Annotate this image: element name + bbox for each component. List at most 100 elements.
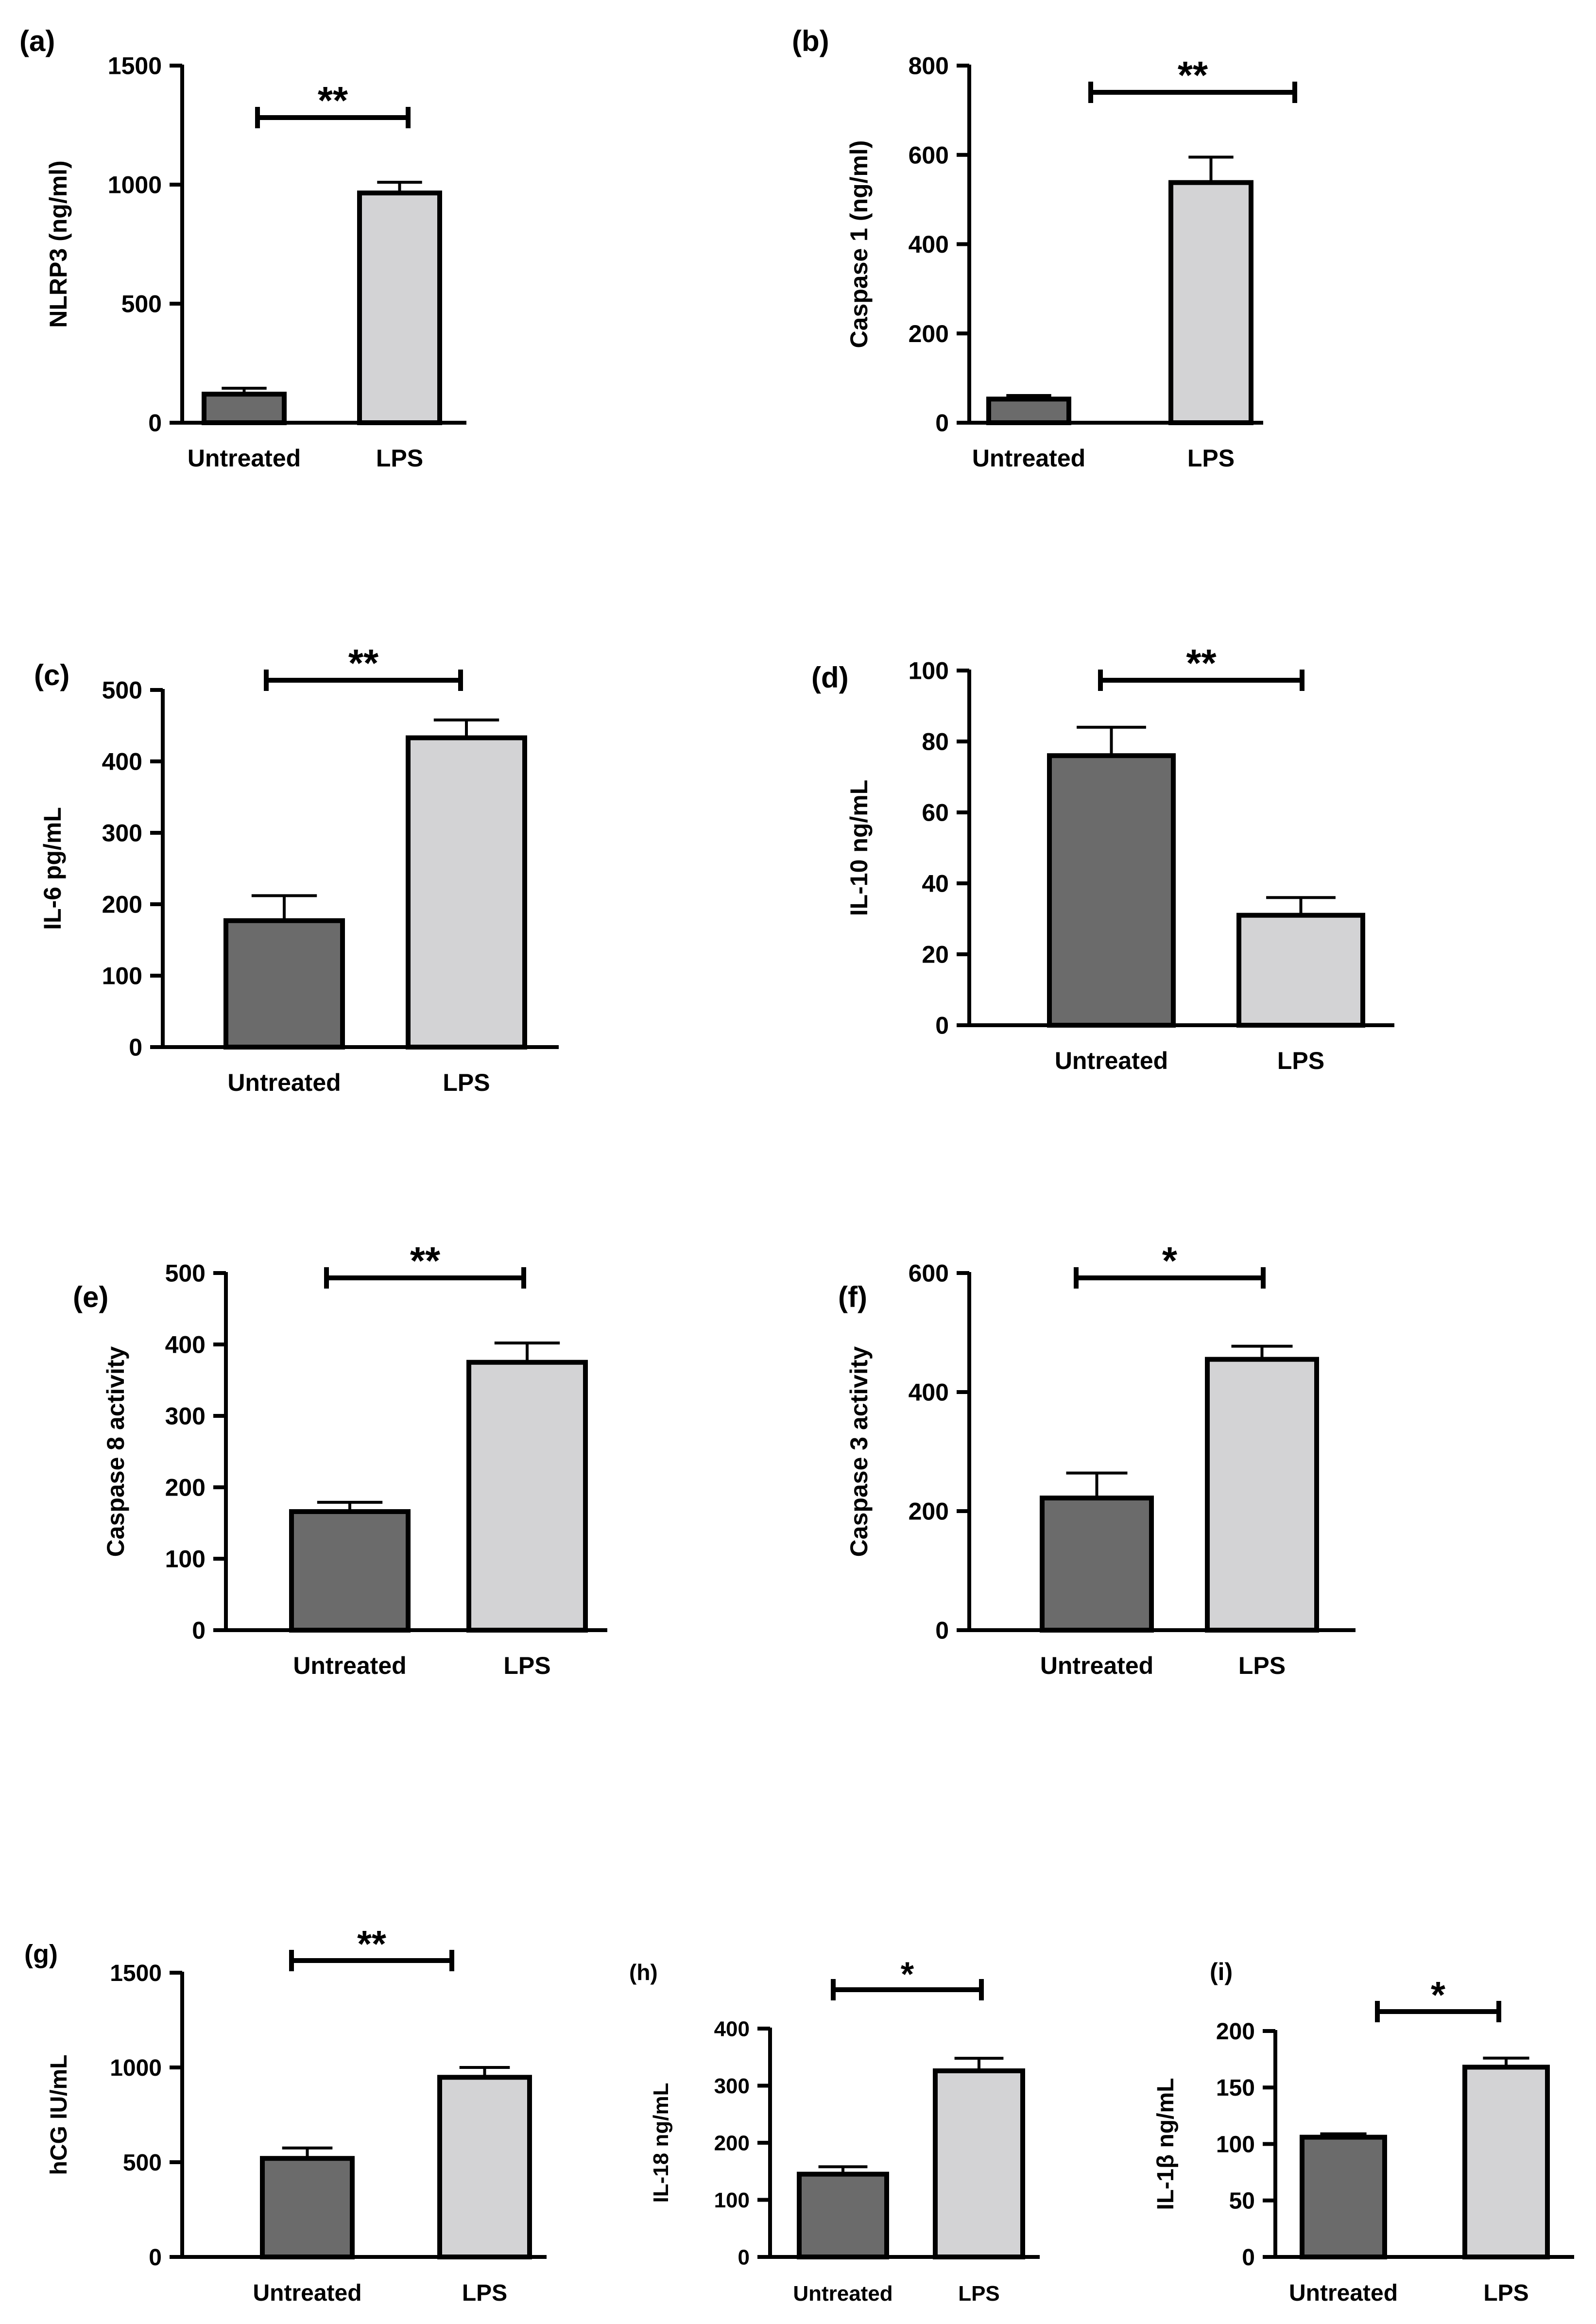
chart-panel-g: (g) 0 500 1000 1500 hCG IU/mL Untreated LPS ** bbox=[24, 1923, 547, 2306]
significance-marker: * bbox=[1431, 1974, 1445, 2016]
bar-untreated bbox=[1047, 753, 1176, 1028]
x-category-label: LPS bbox=[503, 1652, 550, 1679]
y-tick-label: 0 bbox=[935, 410, 949, 437]
y-axis-label: Caspase 3 activity bbox=[845, 1346, 873, 1557]
significance-marker: ** bbox=[357, 1923, 386, 1965]
bar-untreated bbox=[797, 2171, 889, 2259]
y-tick-label: 0 bbox=[1242, 2245, 1255, 2271]
x-category-label: Untreated bbox=[793, 2282, 892, 2306]
x-category-label: Untreated bbox=[1055, 1047, 1168, 1074]
y-tick-label: 20 bbox=[922, 941, 949, 968]
y-tick-label: 100 bbox=[165, 1546, 206, 1573]
bar-lps bbox=[1236, 912, 1365, 1028]
bar-lps bbox=[1168, 180, 1253, 425]
y-tick-label: 400 bbox=[102, 748, 142, 775]
y-tick-label: 50 bbox=[1229, 2188, 1255, 2214]
y-axis-label: Caspase 8 activity bbox=[102, 1346, 129, 1557]
chart-panel-d: (d) 0 20 40 60 80 100 IL-10 ng/mL Untreated LPS ** bbox=[811, 641, 1394, 1074]
bar-untreated bbox=[1040, 1496, 1154, 1633]
y-axis-label: IL-6 pg/mL bbox=[39, 807, 66, 930]
bar-lps bbox=[437, 2075, 532, 2259]
x-category-label: Untreated bbox=[188, 445, 301, 472]
panel-label: (e) bbox=[73, 1281, 108, 1313]
y-tick-label: 100 bbox=[909, 657, 949, 685]
significance-marker: ** bbox=[348, 641, 379, 685]
y-tick-label: 400 bbox=[714, 2017, 750, 2041]
bar-untreated bbox=[1300, 2135, 1387, 2259]
x-category-label: Untreated bbox=[1289, 2280, 1398, 2306]
chart-panel-i: (i) 0 50 100 150 200 IL-1β ng/mL Untreated LPS * bbox=[1153, 1958, 1574, 2306]
chart-panel-e: (e) 0 100 200 300 400 500 Caspase 8 activity Unt… bbox=[73, 1239, 607, 1679]
y-tick-label: 0 bbox=[192, 1617, 206, 1644]
x-category-label: LPS bbox=[1238, 1652, 1286, 1679]
bar-lps bbox=[933, 2068, 1025, 2260]
chart-panel-c: (c) 0 100 200 300 400 500 IL-6 pg/mL Untreated LP… bbox=[34, 641, 559, 1096]
chart-panel-b: (b) 0 200 400 600 800 Caspase 1 (ng/ml) Untreat… bbox=[792, 25, 1297, 472]
y-tick-label: 500 bbox=[121, 291, 162, 318]
y-tick-label: 200 bbox=[909, 1498, 949, 1525]
y-tick-label: 0 bbox=[148, 410, 162, 437]
y-axis-label: Caspase 1 (ng/ml) bbox=[845, 140, 873, 348]
y-tick-label: 0 bbox=[149, 2245, 162, 2271]
y-tick-label: 60 bbox=[922, 799, 949, 826]
y-tick-label: 400 bbox=[165, 1331, 206, 1359]
bar-lps bbox=[357, 190, 442, 425]
x-category-label: Untreated bbox=[1040, 1652, 1153, 1679]
y-tick-label: 500 bbox=[102, 677, 142, 704]
x-category-label: Untreated bbox=[253, 2280, 361, 2306]
x-category-label: LPS bbox=[376, 445, 423, 472]
y-tick-label: 1000 bbox=[110, 2055, 162, 2081]
y-tick-label: 0 bbox=[129, 1034, 142, 1061]
y-tick-label: 600 bbox=[909, 141, 949, 169]
panel-label: (g) bbox=[24, 1940, 58, 1969]
significance-marker: ** bbox=[1178, 53, 1208, 97]
y-axis-label: NLRP3 (ng/ml) bbox=[45, 160, 72, 327]
bar-lps bbox=[1462, 2065, 1550, 2259]
y-tick-label: 400 bbox=[909, 1379, 949, 1406]
panel-label: (c) bbox=[34, 659, 69, 691]
y-tick-label: 300 bbox=[714, 2074, 750, 2098]
y-tick-label: 0 bbox=[738, 2245, 750, 2269]
y-tick-label: 300 bbox=[102, 820, 142, 847]
panel-label: (h) bbox=[629, 1960, 658, 1985]
y-tick-label: 500 bbox=[165, 1260, 206, 1287]
chart-panel-a: (a) 0 500 1000 1500 NLRP3 (ng/ml) Untreated LPS… bbox=[19, 25, 466, 472]
x-category-label: LPS bbox=[443, 1069, 490, 1096]
significance-marker: ** bbox=[318, 79, 348, 122]
y-axis-label: IL-10 ng/mL bbox=[845, 780, 873, 916]
x-category-label: Untreated bbox=[227, 1069, 341, 1096]
panel-label: (b) bbox=[792, 25, 829, 57]
y-tick-label: 200 bbox=[165, 1474, 206, 1501]
x-category-label: LPS bbox=[958, 2282, 1000, 2306]
x-category-label: LPS bbox=[1483, 2280, 1528, 2306]
y-axis-label: IL-18 ng/mL bbox=[649, 2083, 673, 2203]
y-axis-label: hCG IU/mL bbox=[46, 2055, 72, 2175]
y-tick-label: 1000 bbox=[108, 172, 162, 199]
y-tick-label: 200 bbox=[714, 2131, 750, 2155]
bar-untreated bbox=[202, 392, 287, 426]
y-tick-label: 150 bbox=[1216, 2075, 1255, 2101]
y-tick-label: 100 bbox=[102, 963, 142, 990]
y-tick-label: 1500 bbox=[108, 52, 162, 80]
significance-marker: ** bbox=[1186, 641, 1217, 685]
x-category-label: Untreated bbox=[293, 1652, 406, 1679]
bar-lps bbox=[1205, 1357, 1319, 1633]
y-tick-label: 80 bbox=[922, 728, 949, 756]
y-tick-label: 1500 bbox=[110, 1961, 162, 1986]
y-tick-label: 600 bbox=[909, 1260, 949, 1287]
chart-panel-h: (h) 0 100 200 300 400 IL-18 ng/mL Untreated LPS * bbox=[629, 1955, 1040, 2306]
x-category-label: Untreated bbox=[972, 445, 1085, 472]
y-tick-label: 100 bbox=[1216, 2132, 1255, 2157]
y-tick-label: 0 bbox=[935, 1012, 949, 1039]
y-tick-label: 200 bbox=[102, 891, 142, 918]
bar-lps bbox=[466, 1360, 588, 1633]
bar-untreated bbox=[289, 1509, 411, 1633]
y-tick-label: 300 bbox=[165, 1403, 206, 1430]
bar-lps bbox=[406, 735, 527, 1050]
y-tick-label: 0 bbox=[935, 1617, 949, 1644]
panel-label: (f) bbox=[838, 1281, 867, 1313]
significance-marker: * bbox=[901, 1955, 914, 1993]
bar-untreated bbox=[223, 918, 345, 1050]
panel-label: (i) bbox=[1210, 1958, 1233, 1985]
